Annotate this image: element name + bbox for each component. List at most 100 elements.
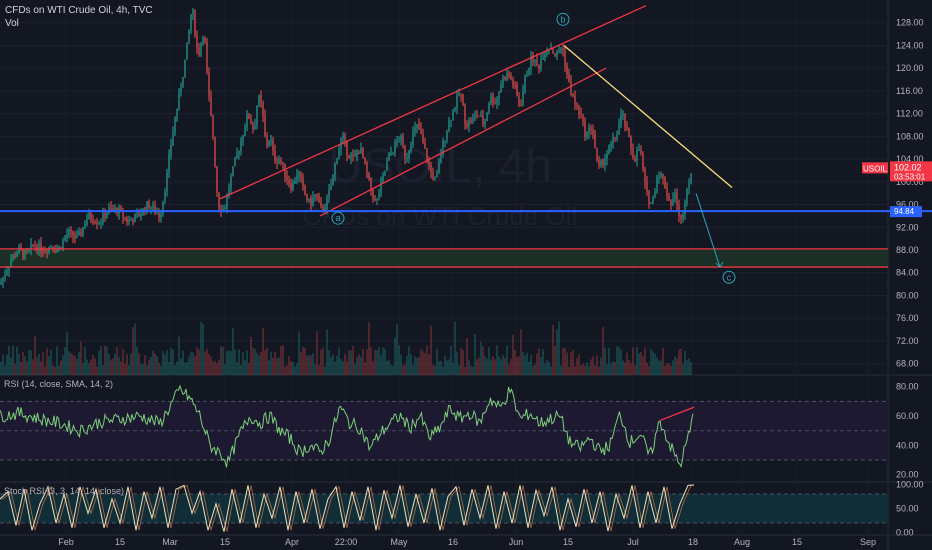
volume-bar xyxy=(294,366,296,375)
volume-bar xyxy=(450,345,452,375)
volume-bar xyxy=(304,347,306,375)
candle-body xyxy=(334,163,336,175)
candle-body xyxy=(248,113,250,119)
volume-bar xyxy=(588,366,590,375)
volume-bar xyxy=(116,346,118,375)
volume-bar xyxy=(172,349,174,375)
candle-body xyxy=(184,59,186,78)
volume-bar xyxy=(188,356,190,375)
volume-bar xyxy=(2,354,4,375)
candle-body xyxy=(296,175,298,182)
volume-bar xyxy=(406,356,408,375)
volume-bar xyxy=(202,323,204,375)
candle-body xyxy=(148,201,150,209)
volume-bar xyxy=(630,363,632,375)
candle-body xyxy=(606,153,608,159)
candle-body xyxy=(2,277,4,282)
volume-bar xyxy=(488,347,490,375)
price-axis[interactable]: 128.00 124.00 120.00 116.00 112.00 108.00 104.… xyxy=(896,18,924,538)
candle-body xyxy=(446,131,448,141)
candle-body xyxy=(586,132,588,137)
price-tick-label: 96.00 xyxy=(896,200,919,210)
candle-body xyxy=(312,197,314,206)
candle-body xyxy=(614,138,616,140)
volume-bar xyxy=(8,345,10,375)
candle-body xyxy=(94,222,96,224)
candle-body xyxy=(608,146,610,154)
volume-bar xyxy=(642,355,644,375)
volume-bar xyxy=(410,354,412,375)
candle-body xyxy=(464,104,466,124)
candle-body xyxy=(42,251,44,253)
candle-body xyxy=(274,150,276,162)
projection-arrow xyxy=(695,193,721,268)
candle-body xyxy=(316,194,318,196)
volume-bar xyxy=(538,348,540,375)
candle-body xyxy=(88,212,90,220)
volume-bar xyxy=(300,352,302,375)
volume-bar xyxy=(148,359,150,375)
volume-bar xyxy=(82,362,84,375)
candle-body xyxy=(568,73,570,81)
volume-bar xyxy=(126,354,128,375)
volume-bar xyxy=(100,346,102,375)
candle-body xyxy=(424,142,426,149)
volume-bar xyxy=(510,358,512,375)
candles[interactable] xyxy=(0,8,692,288)
candle-body xyxy=(570,80,572,94)
candle-body xyxy=(38,242,40,251)
volume-bar xyxy=(124,363,126,375)
candle-body xyxy=(82,227,84,235)
candle-body xyxy=(682,214,684,220)
time-axis[interactable]: Feb 15 Mar 15 Apr 22:00 May 16 Jun 15 Jul 18 Aug 15 Se… xyxy=(58,537,876,547)
candle-body xyxy=(328,189,330,198)
candle-body xyxy=(182,77,184,88)
candle-body xyxy=(138,213,140,217)
volume-bar xyxy=(146,365,148,375)
volume-bar xyxy=(216,363,218,375)
candle-body xyxy=(236,153,238,159)
volume-bar xyxy=(392,365,394,375)
candle-body xyxy=(64,237,66,241)
volume-bar xyxy=(356,356,358,375)
stoch-rsi-pane: Stoch RSI (3, 3, 14, 14, close) xyxy=(0,484,888,532)
volume-bar xyxy=(80,341,82,375)
price-tick-label: 112.00 xyxy=(896,109,923,119)
price-tick-label: 76.00 xyxy=(896,313,919,323)
volume-bar xyxy=(674,356,676,375)
price-tick-label: 120.00 xyxy=(896,63,924,73)
candle-body xyxy=(228,187,230,195)
volume-bar xyxy=(96,366,98,375)
candle-body xyxy=(180,87,182,93)
candle-body xyxy=(16,252,18,257)
candle-body xyxy=(588,127,590,133)
volume-bar xyxy=(580,365,582,375)
candle-body xyxy=(342,135,344,139)
candle-body xyxy=(352,154,354,156)
candle-body xyxy=(202,37,204,44)
support-badge xyxy=(890,206,922,218)
candle-body xyxy=(524,76,526,92)
candle-body xyxy=(618,124,620,135)
volume-bar xyxy=(272,357,274,375)
volume-bar xyxy=(34,336,36,375)
price-tick-label: 108.00 xyxy=(896,131,924,141)
volume-bar xyxy=(86,359,88,375)
volume-bar xyxy=(486,358,488,375)
volume-bar xyxy=(628,360,630,375)
drawings[interactable] xyxy=(0,5,932,268)
volume-bar xyxy=(562,347,564,375)
stoch-k-line xyxy=(0,484,695,532)
volume-bar xyxy=(264,350,266,375)
volume-bar xyxy=(418,356,420,375)
volume-bar xyxy=(10,357,12,375)
volume-bar xyxy=(340,358,342,375)
volume-bar xyxy=(434,365,436,375)
volume-bar xyxy=(48,356,50,375)
candle-body xyxy=(282,162,284,164)
volume-bar xyxy=(558,321,560,375)
wave-b-circle xyxy=(556,12,570,26)
volume-bar xyxy=(364,362,366,375)
candle-body xyxy=(596,147,598,160)
